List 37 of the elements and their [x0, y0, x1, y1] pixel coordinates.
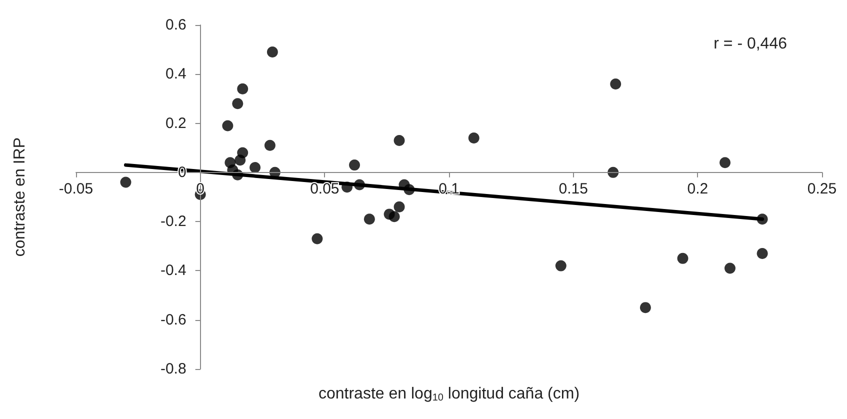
y-tick-label: 0.4 — [165, 66, 186, 83]
x-tick-label: -0.05 — [58, 180, 94, 198]
x-tick-label: 0.25 — [807, 180, 837, 198]
point — [394, 201, 405, 212]
point — [756, 248, 768, 260]
point — [610, 78, 622, 90]
point — [266, 46, 278, 58]
x-tick-label: 0.15 — [558, 180, 588, 198]
point — [232, 98, 244, 110]
point — [640, 302, 651, 314]
y-tick-label: -0.6 — [160, 311, 186, 328]
x-tick-label: 0 — [196, 180, 205, 198]
y-tick-label: -0.4 — [160, 262, 186, 280]
point — [237, 147, 248, 158]
point — [720, 157, 731, 168]
point — [264, 140, 276, 151]
y-tick-label: -0.8 — [160, 360, 186, 378]
point — [120, 176, 132, 188]
point — [677, 252, 688, 264]
y-tick-label: 0.2 — [165, 114, 186, 132]
x-tick-label: 0.05 — [310, 180, 340, 198]
point — [312, 233, 323, 244]
point — [388, 211, 400, 222]
point — [237, 83, 248, 94]
point — [555, 260, 566, 272]
point — [468, 132, 480, 144]
point — [250, 162, 261, 174]
y-tick-label: 0.6 — [165, 16, 186, 34]
annotation: r = - 0,446 — [714, 36, 788, 52]
x-tick-label: 0.2 — [687, 180, 708, 198]
point — [349, 160, 360, 171]
y-tick-label: -0.2 — [160, 213, 186, 230]
y-axis-title: contraste en IRP — [12, 137, 28, 257]
point — [364, 214, 375, 225]
point — [394, 134, 405, 146]
point — [724, 262, 736, 274]
point — [222, 120, 234, 132]
